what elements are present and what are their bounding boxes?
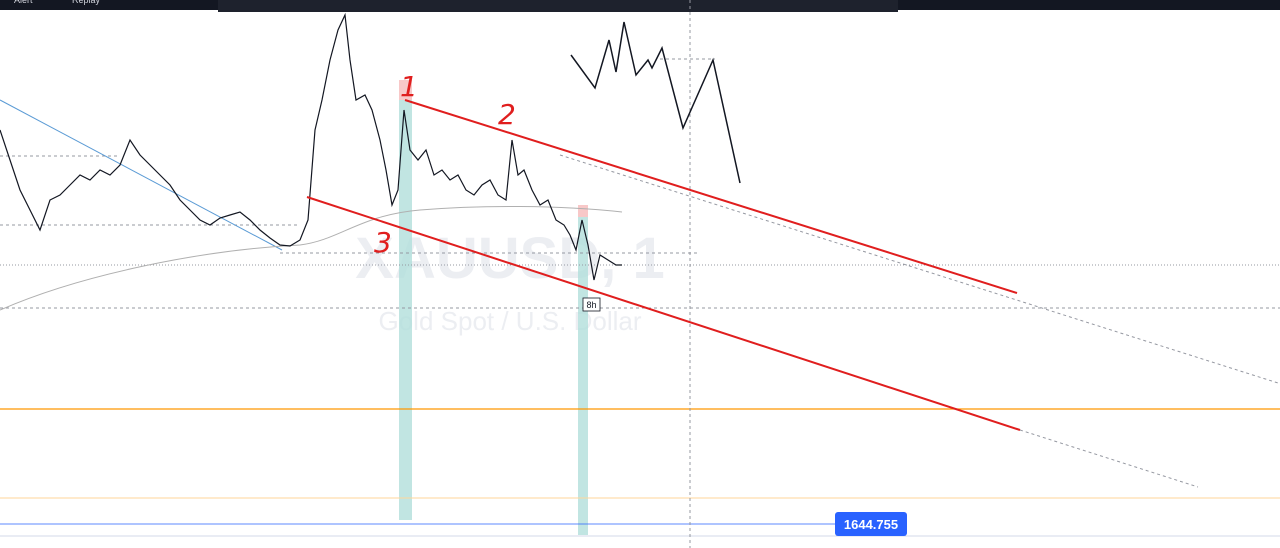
channel-line [404, 99, 1018, 294]
channel-extension [559, 154, 1279, 384]
channel-extension [1019, 429, 1199, 488]
annotation: 3 [374, 226, 392, 259]
time-label-box [582, 297, 601, 312]
time-label: 8h [586, 300, 596, 310]
price-label: 1644.755 [844, 517, 898, 532]
highlight-bar [399, 100, 412, 520]
projection-path [570, 21, 741, 184]
price-label-box [835, 512, 907, 536]
highlight-top [399, 80, 412, 100]
annotation: 2 [498, 98, 516, 131]
highlight-top [578, 205, 588, 217]
trend-line [0, 99, 283, 251]
annotation: 1 [400, 70, 418, 103]
drawing-toolbar[interactable] [218, 0, 898, 12]
alert-button[interactable]: Alert [14, 0, 33, 5]
price-path [0, 12, 622, 281]
replay-button[interactable]: Replay [72, 0, 101, 5]
moving-average [0, 205, 623, 311]
watermark-description: Gold Spot / U.S. Dollar [379, 306, 642, 336]
highlight-bar [578, 215, 588, 535]
channel-line [306, 196, 1021, 431]
